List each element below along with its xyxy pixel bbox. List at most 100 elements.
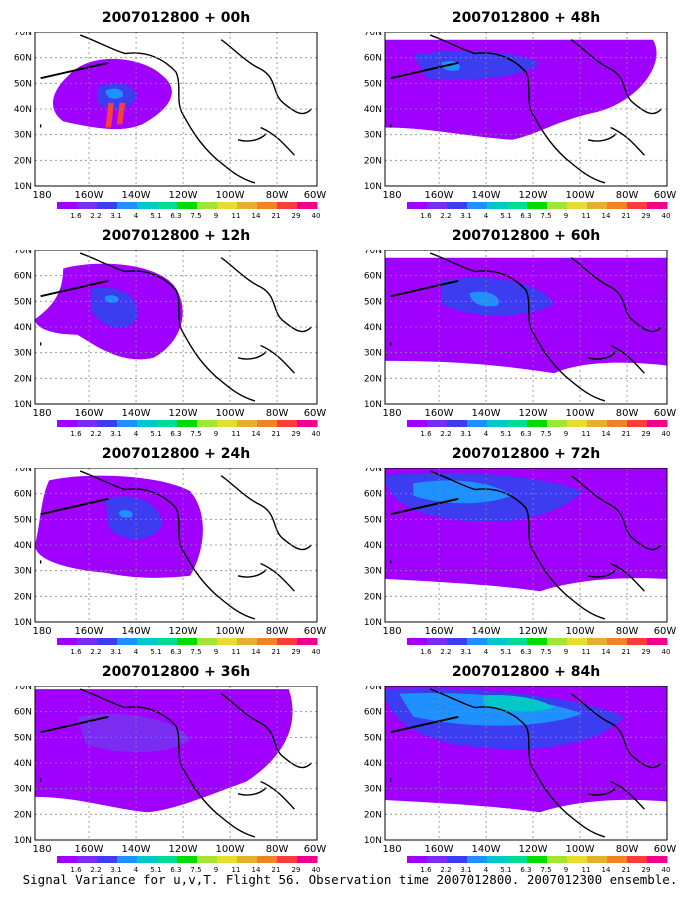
lon-tick-label: 60W (654, 190, 677, 201)
colorbar-label: 29 (292, 648, 301, 656)
lat-tick-label: 70N (14, 686, 32, 692)
colorbar-swatch (77, 856, 98, 863)
lon-tick-label: 120W (169, 408, 198, 419)
colorbar-swatch (607, 420, 628, 427)
colorbar-swatch (467, 420, 488, 427)
colorbar-swatch (117, 638, 138, 645)
map-panel: 2007012800 + 84h 10N 20N 30N 40N 50N 60N 70N 180… (355, 664, 687, 879)
colorbar-swatch (427, 420, 448, 427)
colorbar-label: 3.1 (110, 648, 121, 656)
colorbar-swatch (607, 638, 628, 645)
colorbar-swatch (297, 638, 318, 645)
lat-tick-label: 30N (364, 131, 382, 141)
colorbar-label: 9 (214, 648, 218, 656)
colorbar-label: 1.6 (70, 212, 82, 220)
lon-tick-label: 140W (122, 844, 151, 855)
map-plot: 10N 20N 30N 40N 50N 60N 70N 180 160W 140W 120W 100W… (355, 468, 687, 672)
lat-tick-label: 10N (14, 400, 32, 410)
colorbar-swatch (237, 856, 258, 863)
colorbar-label: 2.2 (90, 648, 101, 656)
colorbar-label: 7.5 (540, 212, 551, 220)
colorbar-swatch (177, 420, 198, 427)
aleutian-islands (391, 63, 459, 78)
colorbar-swatch (277, 420, 298, 427)
colorbar-swatch (487, 202, 508, 209)
colorbar-swatch (97, 638, 118, 645)
lon-tick-label: 120W (519, 408, 548, 419)
lon-tick-label: 140W (122, 408, 151, 419)
lat-tick-label: 30N (14, 567, 32, 577)
lon-tick-label: 180 (383, 844, 402, 855)
coastline (41, 35, 312, 183)
colorbar-swatch (217, 856, 238, 863)
lon-tick-label: 80W (616, 190, 639, 201)
colorbar-swatch (627, 202, 648, 209)
aleutian-islands (391, 281, 459, 296)
map-panel: 2007012800 + 00h 10N 20N 30N 40N 50N 60N 70N 180… (5, 10, 337, 225)
colorbar-label: 7.5 (190, 430, 201, 438)
colorbar-swatch (407, 202, 428, 209)
aleutian-islands (41, 717, 109, 732)
colorbar-label: 40 (662, 212, 671, 220)
lon-tick-label: 160W (425, 844, 454, 855)
colorbar-label: 2.2 (90, 430, 101, 438)
lat-tick-label: 70N (364, 468, 382, 474)
lon-tick-label: 140W (472, 626, 501, 637)
graticule (35, 686, 317, 840)
colorbar-swatch (607, 856, 628, 863)
colorbar-swatch (547, 420, 568, 427)
variance-contour (116, 102, 126, 125)
variance-contour (399, 693, 583, 726)
colorbar-swatch (297, 420, 318, 427)
lat-tick-label: 40N (14, 323, 32, 333)
colorbar-label: 21 (272, 212, 281, 220)
colorbar-label: 11 (582, 430, 591, 438)
lat-tick-label: 60N (364, 272, 382, 282)
colorbar-swatch (407, 420, 428, 427)
colorbar-swatch (237, 202, 258, 209)
aleutian-islands (41, 499, 109, 514)
colorbar-swatch (447, 638, 468, 645)
colorbar-label: 9 (564, 212, 568, 220)
coastline (391, 253, 662, 401)
colorbar-swatch (177, 202, 198, 209)
lat-tick-label: 10N (14, 182, 32, 192)
colorbar-swatch (587, 856, 608, 863)
variance-contour (469, 291, 499, 307)
coastline (41, 689, 312, 837)
lat-tick-label: 60N (364, 490, 382, 500)
colorbar-swatch (647, 420, 668, 427)
coastline (41, 471, 312, 619)
lat-tick-label: 30N (364, 785, 382, 795)
panel-title: 2007012800 + 48h (451, 10, 601, 26)
colorbar-label: 14 (602, 212, 611, 220)
map-panel: 2007012800 + 12h 10N 20N 30N 40N 50N 60N 70N 180… (5, 228, 337, 443)
colorbar-label: 4 (134, 430, 139, 438)
lat-tick-label: 30N (364, 349, 382, 359)
colorbar-swatch (97, 856, 118, 863)
colorbar-label: 7.5 (540, 430, 551, 438)
colorbar-label: 5.1 (150, 212, 161, 220)
colorbar-label: 5.1 (500, 648, 511, 656)
lat-tick-label: 10N (14, 836, 32, 846)
colorbar-label: 11 (582, 648, 591, 656)
colorbar-swatch (217, 638, 238, 645)
lat-tick-label: 40N (364, 541, 382, 551)
colorbar-swatch (547, 202, 568, 209)
lon-tick-label: 60W (654, 844, 677, 855)
map-plot: 10N 20N 30N 40N 50N 60N 70N 180 160W 140W 120W 100W… (5, 686, 337, 890)
lon-tick-label: 80W (616, 626, 639, 637)
map-plot: 10N 20N 30N 40N 50N 60N 70N 180 160W 140W 120W 100W… (5, 32, 337, 236)
colorbar-label: 21 (272, 866, 281, 874)
colorbar-label: 5.1 (500, 866, 511, 874)
colorbar-swatch (467, 638, 488, 645)
lat-tick-label: 30N (14, 785, 32, 795)
colorbar-label: 5.1 (500, 212, 511, 220)
lon-tick-label: 80W (616, 844, 639, 855)
colorbar-swatch (157, 856, 178, 863)
colorbar-label: 4 (134, 212, 139, 220)
colorbar-swatch (487, 638, 508, 645)
colorbar-label: 40 (662, 648, 671, 656)
colorbar-label: 1.6 (420, 430, 432, 438)
colorbar-swatch (257, 420, 278, 427)
